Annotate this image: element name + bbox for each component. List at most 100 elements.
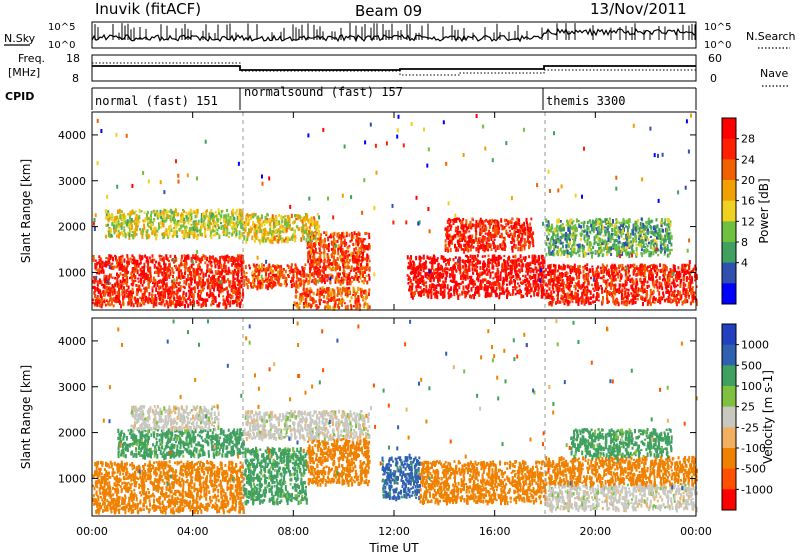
power-cell [443, 288, 446, 293]
power-cell [161, 291, 164, 295]
power-cell [161, 284, 164, 287]
power-cell [168, 225, 170, 231]
power-cell [318, 295, 321, 298]
power-cell [122, 233, 125, 237]
power-cell [673, 289, 676, 293]
power-cell [578, 272, 581, 278]
power-cell [229, 293, 231, 296]
power-cell [530, 290, 533, 293]
power-cell [100, 280, 103, 284]
power-cell [183, 229, 186, 234]
power-cell [200, 215, 203, 220]
power-cell [515, 286, 518, 289]
power-cell [258, 284, 260, 289]
power-cell [483, 266, 486, 269]
power-cell [527, 289, 530, 294]
power-cell [98, 255, 101, 259]
power-cell [513, 245, 515, 249]
power-cell [500, 248, 503, 251]
power-cell [435, 268, 438, 272]
power-cell [355, 297, 358, 303]
power-cell [308, 292, 311, 297]
power-cell [147, 225, 150, 228]
power-cell [164, 294, 166, 299]
power-cell [318, 276, 321, 282]
power-cell [445, 276, 447, 281]
power-cell [244, 264, 247, 270]
power-cell [506, 260, 509, 265]
power-cell [220, 283, 223, 287]
power-cell [494, 223, 497, 228]
nsky-label: N.Sky [4, 32, 36, 45]
power-cell [514, 286, 517, 291]
power-cell [271, 274, 274, 277]
power-cell [357, 261, 360, 267]
power-cell [326, 254, 329, 259]
date-title: 13/Nov/2011 [590, 0, 687, 18]
power-cell [191, 227, 193, 231]
power-cell [356, 305, 359, 309]
power-cell [497, 222, 500, 227]
power-cell [224, 224, 227, 228]
power-cell [542, 265, 545, 270]
power-cell [194, 220, 197, 223]
power-cell [208, 293, 211, 299]
power-cell [123, 267, 126, 272]
power-cell [560, 294, 563, 300]
power-cell [466, 287, 469, 290]
power-cell [532, 273, 535, 277]
power-cell [489, 231, 492, 235]
power-cell [334, 266, 337, 272]
power-cell [420, 265, 423, 269]
power-cell [303, 291, 306, 295]
power-cell [433, 260, 436, 263]
power-cell [503, 244, 506, 248]
power-cell [346, 279, 349, 282]
power-cell [658, 291, 661, 296]
power-cell [662, 272, 665, 275]
power-cell [488, 234, 490, 240]
power-cell [195, 224, 198, 228]
power-cell [301, 292, 304, 296]
power-cell [518, 218, 521, 222]
power-cell [173, 290, 176, 295]
power-cell [501, 263, 504, 268]
power-cell [123, 228, 126, 233]
power-cell [639, 278, 642, 282]
power-cell [130, 295, 133, 299]
power-cell [631, 287, 633, 290]
power-cell [458, 283, 461, 286]
power-cell [475, 258, 478, 261]
power-cell [533, 282, 536, 285]
power-cell [201, 256, 204, 261]
power-cell [178, 299, 181, 304]
noise-panel: N.Sky 10^5 10^0 10^5 10^0 N.Search [4, 21, 796, 51]
power-cell [207, 224, 210, 229]
power-cell [522, 256, 525, 261]
power-cell [571, 265, 574, 271]
power-cell [335, 264, 338, 269]
power-cell [193, 275, 196, 278]
power-cell [181, 218, 184, 223]
power-cell [124, 272, 127, 277]
power-cell [337, 250, 340, 256]
power-cell [528, 226, 531, 231]
power-cell [178, 266, 181, 271]
power-cell [209, 288, 212, 293]
power-cell [480, 286, 483, 289]
power-cell [468, 279, 471, 284]
power-cell [618, 287, 621, 291]
power-cell [217, 285, 220, 290]
power-cell [469, 222, 472, 226]
power-cell [317, 259, 320, 263]
power-cell [455, 226, 458, 229]
power-cell [133, 258, 135, 263]
power-cell [417, 273, 420, 277]
power-cell [652, 263, 655, 266]
power-cell [499, 271, 502, 274]
power-cell [552, 287, 555, 291]
power-cell [296, 306, 299, 309]
power-cell [587, 298, 590, 303]
power-cell [121, 254, 124, 258]
power-cell [569, 267, 572, 272]
